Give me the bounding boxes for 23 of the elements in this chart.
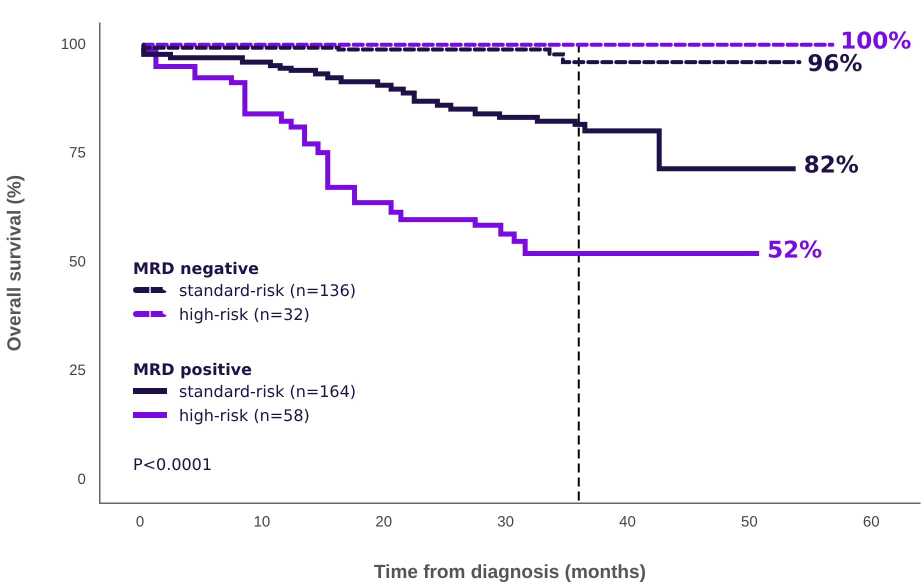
legend-label: standard-risk (n=164) — [179, 382, 356, 400]
x-tick-label: 50 — [741, 513, 758, 530]
y-tick-label: 0 — [77, 470, 86, 488]
legend-label: high-risk (n=32) — [179, 304, 310, 324]
x-axis-title: Time from diagnosis (months) — [374, 562, 646, 583]
annotation: 52% — [767, 238, 822, 264]
legend-label: high-risk (n=58) — [179, 406, 310, 424]
y-tick-label: 75 — [69, 144, 86, 162]
y-axis-title: Overall survival (%) — [4, 174, 26, 352]
legend-label: standard-risk (n=136) — [179, 280, 356, 300]
x-tick-label: 60 — [862, 513, 880, 530]
annotation: MRD positive — [133, 360, 253, 379]
annotation: P<0.0001 — [133, 455, 214, 474]
x-tick-label: 40 — [619, 513, 636, 530]
x-tick-label: 30 — [497, 513, 514, 530]
annotation: 82% — [804, 152, 859, 179]
annotation: MRD negative — [133, 259, 260, 278]
x-tick-label: 10 — [254, 513, 270, 530]
y-tick-label: 100 — [60, 36, 86, 53]
x-tick-label: 20 — [375, 513, 392, 530]
y-tick-label: 25 — [69, 362, 86, 380]
x-tick-label: 0 — [136, 513, 144, 530]
y-tick-label: 50 — [69, 253, 86, 270]
